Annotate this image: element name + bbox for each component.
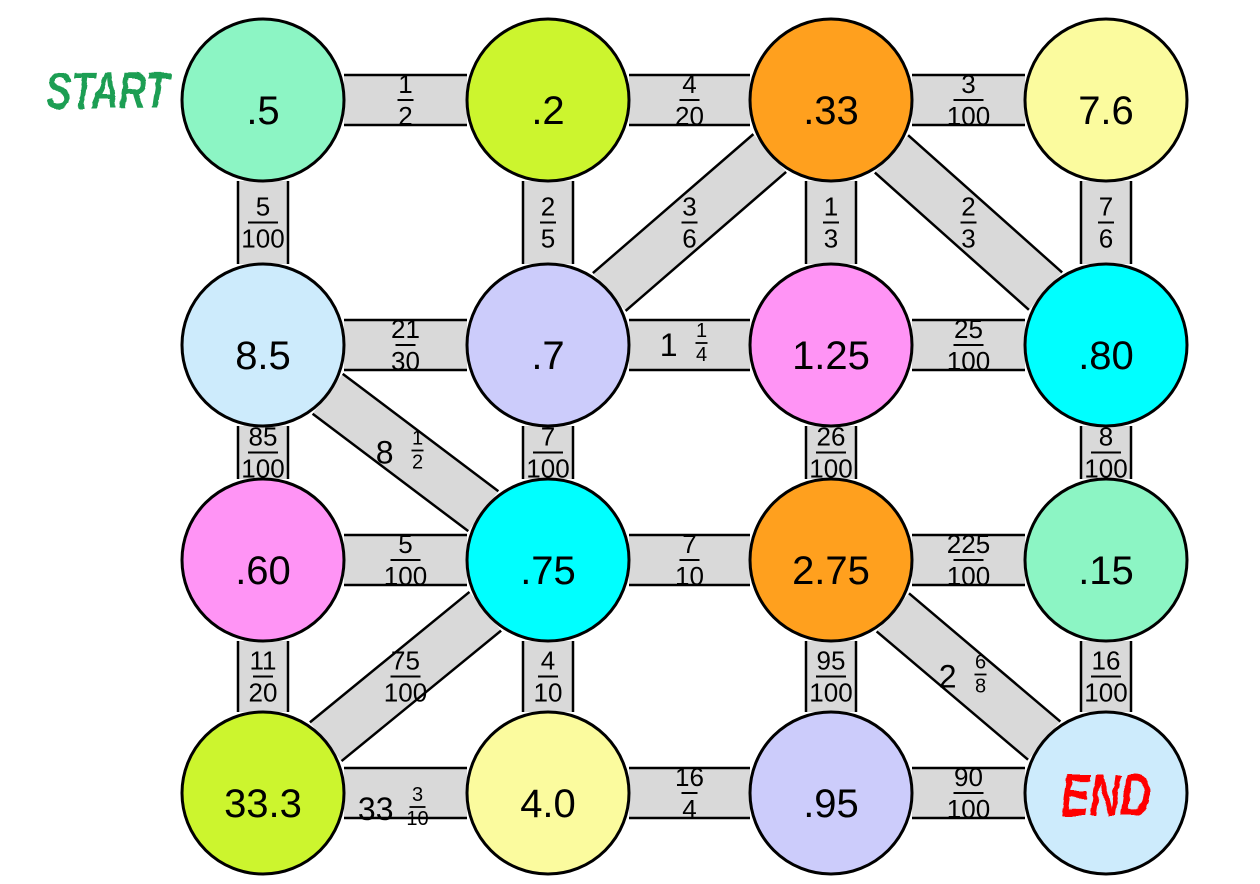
svg-text:10: 10 bbox=[675, 561, 704, 591]
svg-text:100: 100 bbox=[241, 224, 284, 254]
svg-text:.15: .15 bbox=[1078, 549, 1134, 593]
svg-text:100: 100 bbox=[947, 794, 990, 824]
svg-text:3: 3 bbox=[961, 224, 975, 254]
svg-text:.5: .5 bbox=[246, 89, 279, 133]
svg-text:2.75: 2.75 bbox=[792, 549, 870, 593]
svg-text:90: 90 bbox=[954, 762, 983, 792]
svg-text:.7: .7 bbox=[531, 334, 564, 378]
svg-text:.95: .95 bbox=[803, 782, 859, 826]
svg-text:3: 3 bbox=[682, 192, 696, 222]
svg-text:2: 2 bbox=[412, 452, 423, 474]
svg-text:END: END bbox=[1061, 763, 1151, 830]
svg-text:33.3: 33.3 bbox=[224, 782, 302, 826]
svg-text:5: 5 bbox=[256, 192, 270, 222]
svg-text:3: 3 bbox=[961, 69, 975, 99]
svg-text:5: 5 bbox=[541, 224, 555, 254]
svg-text:20: 20 bbox=[249, 678, 278, 708]
svg-text:16: 16 bbox=[1092, 646, 1121, 676]
svg-text:16: 16 bbox=[675, 762, 704, 792]
svg-text:26: 26 bbox=[817, 422, 846, 452]
svg-text:.33: .33 bbox=[803, 89, 859, 133]
svg-text:2: 2 bbox=[541, 192, 555, 222]
svg-text:4: 4 bbox=[541, 646, 555, 676]
svg-text:100: 100 bbox=[947, 101, 990, 131]
svg-text:100: 100 bbox=[809, 454, 852, 484]
svg-text:7.6: 7.6 bbox=[1078, 89, 1134, 133]
svg-text:30: 30 bbox=[391, 346, 420, 376]
svg-text:10: 10 bbox=[406, 808, 428, 830]
svg-text:75: 75 bbox=[391, 646, 420, 676]
svg-text:5: 5 bbox=[398, 529, 412, 559]
svg-text:10: 10 bbox=[534, 678, 563, 708]
svg-text:7: 7 bbox=[541, 422, 555, 452]
svg-text:4.0: 4.0 bbox=[520, 782, 576, 826]
svg-text:8: 8 bbox=[975, 676, 986, 698]
svg-text:START: START bbox=[46, 61, 171, 119]
svg-text:20: 20 bbox=[675, 101, 704, 131]
svg-text:7: 7 bbox=[682, 529, 696, 559]
svg-text:21: 21 bbox=[391, 314, 420, 344]
svg-text:33: 33 bbox=[358, 791, 394, 827]
svg-text:.60: .60 bbox=[235, 549, 291, 593]
svg-text:.80: .80 bbox=[1078, 334, 1134, 378]
svg-text:1.25: 1.25 bbox=[792, 334, 870, 378]
svg-text:7: 7 bbox=[1099, 192, 1113, 222]
svg-text:100: 100 bbox=[384, 678, 427, 708]
svg-text:6: 6 bbox=[682, 224, 696, 254]
svg-text:1: 1 bbox=[696, 320, 707, 342]
svg-text:100: 100 bbox=[809, 678, 852, 708]
svg-text:8: 8 bbox=[376, 435, 394, 471]
svg-text:100: 100 bbox=[1084, 454, 1127, 484]
svg-text:6: 6 bbox=[1099, 224, 1113, 254]
svg-text:100: 100 bbox=[947, 346, 990, 376]
svg-text:95: 95 bbox=[817, 646, 846, 676]
svg-text:100: 100 bbox=[526, 454, 569, 484]
svg-text:1: 1 bbox=[660, 327, 678, 363]
svg-text:3: 3 bbox=[412, 784, 423, 806]
svg-text:85: 85 bbox=[249, 422, 278, 452]
svg-text:1: 1 bbox=[412, 428, 423, 450]
svg-text:4: 4 bbox=[696, 344, 707, 366]
svg-text:11: 11 bbox=[250, 646, 277, 676]
svg-text:4: 4 bbox=[682, 69, 696, 99]
svg-text:2: 2 bbox=[961, 192, 975, 222]
svg-text:2: 2 bbox=[398, 101, 412, 131]
svg-text:100: 100 bbox=[1084, 678, 1127, 708]
svg-text:100: 100 bbox=[384, 561, 427, 591]
svg-text:1: 1 bbox=[398, 69, 412, 99]
svg-text:1: 1 bbox=[824, 192, 838, 222]
svg-text:.2: .2 bbox=[531, 89, 564, 133]
svg-text:4: 4 bbox=[682, 794, 696, 824]
svg-text:225: 225 bbox=[947, 529, 990, 559]
svg-text:8: 8 bbox=[1099, 422, 1113, 452]
svg-text:.75: .75 bbox=[520, 549, 576, 593]
svg-text:25: 25 bbox=[954, 314, 983, 344]
svg-text:2: 2 bbox=[939, 659, 957, 695]
svg-text:6: 6 bbox=[975, 652, 986, 674]
svg-text:8.5: 8.5 bbox=[235, 334, 291, 378]
svg-text:100: 100 bbox=[241, 454, 284, 484]
svg-text:100: 100 bbox=[947, 561, 990, 591]
svg-text:3: 3 bbox=[824, 224, 838, 254]
